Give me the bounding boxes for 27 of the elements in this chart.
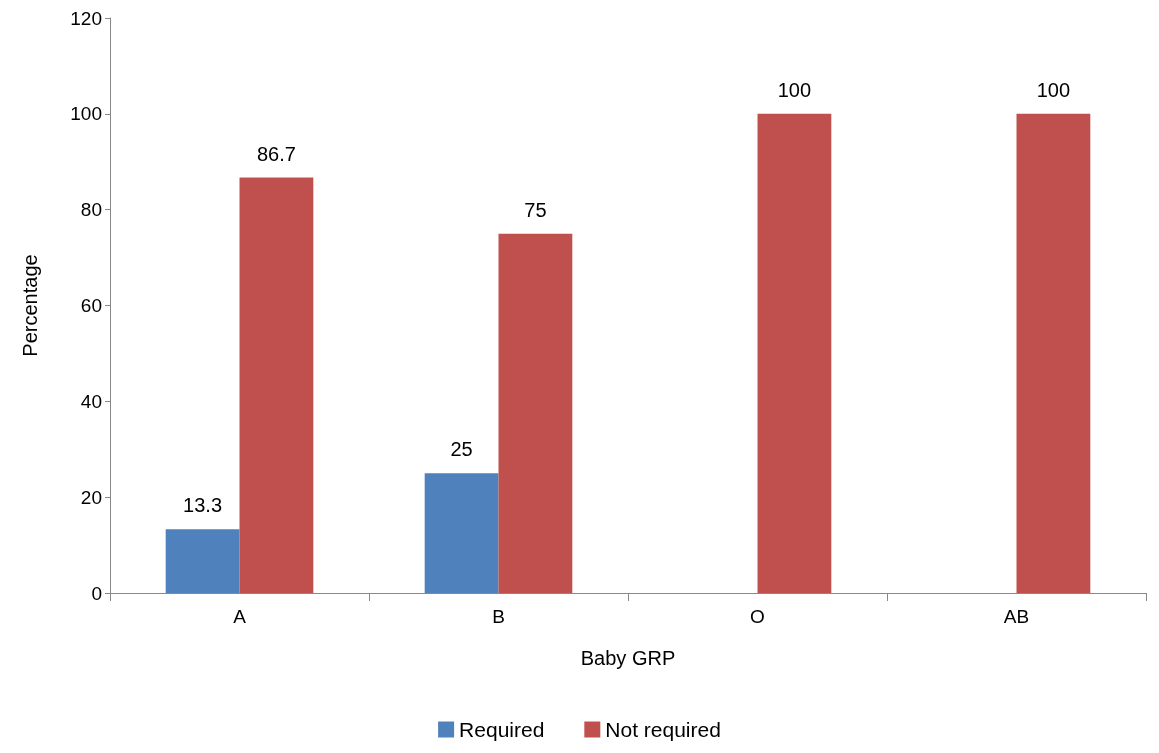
data-label: 100 [1036, 78, 1071, 101]
y-tick-label: 80 [80, 199, 102, 221]
legend-label: Not required [605, 718, 721, 741]
y-tick-label: 20 [80, 486, 102, 508]
x-tick-label: A [233, 606, 247, 627]
bar [757, 113, 832, 593]
x-tick-label: O [750, 606, 765, 627]
bar [424, 473, 499, 593]
y-tick-label: 120 [70, 7, 102, 29]
bar [498, 233, 573, 593]
data-label: 75 [524, 198, 547, 221]
y-axis-title: Percentage [19, 254, 41, 357]
y-tick-label: 40 [80, 390, 102, 412]
bar [165, 529, 240, 593]
data-label: 100 [777, 78, 812, 101]
legend-label: Required [459, 718, 545, 741]
y-tick-label: 60 [80, 295, 102, 316]
x-tick-label: AB [1003, 606, 1030, 627]
bar [1016, 113, 1091, 593]
x-axis-title: Baby GRP [580, 647, 676, 669]
data-label: 13.3 [183, 494, 223, 517]
bar [239, 177, 314, 593]
data-label: 25 [450, 438, 473, 461]
data-label: 86.7 [256, 142, 296, 165]
y-tick-label: 0 [91, 582, 102, 604]
x-tick-label: B [492, 606, 505, 627]
y-tick-label: 100 [70, 103, 102, 125]
